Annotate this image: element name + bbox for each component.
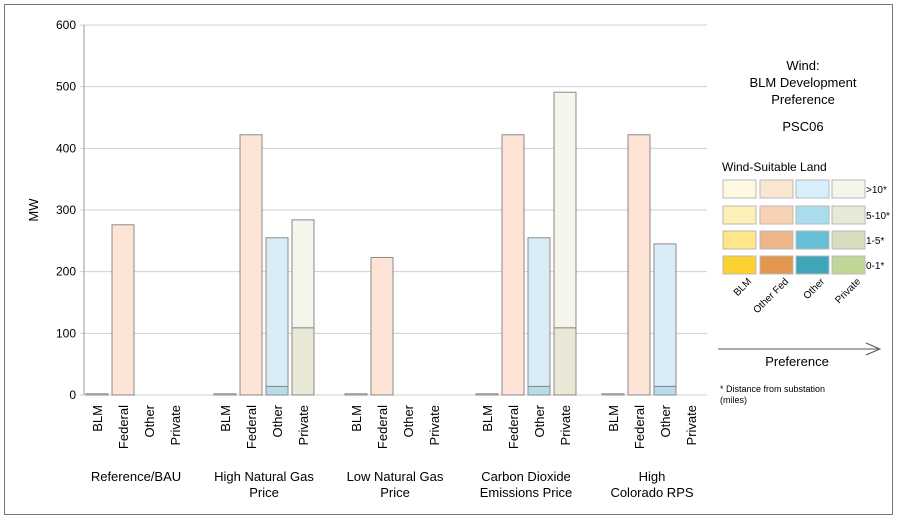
group-label: Emissions Price <box>480 485 572 500</box>
legend-swatch <box>759 255 794 275</box>
bar-segment <box>344 393 368 396</box>
bar-segment <box>265 237 289 387</box>
bar-segment <box>527 385 551 396</box>
bar-segment <box>239 134 263 396</box>
legend-scenario: PSC06 <box>782 119 823 134</box>
legend-swatch <box>722 255 757 275</box>
x-tick-label: BLM <box>606 405 621 432</box>
bar-segment <box>291 219 315 329</box>
legend-axis-label: Preference <box>765 354 829 369</box>
legend-swatch <box>759 205 794 225</box>
x-tick-label: Private <box>168 405 183 445</box>
bar-segment <box>370 256 394 396</box>
group-label: Carbon Dioxide <box>481 469 571 484</box>
legend-swatch <box>831 205 866 225</box>
group-label: High <box>639 469 666 484</box>
legend-arrowhead <box>865 342 882 356</box>
x-tick-label: Federal <box>116 405 131 449</box>
bar-segment <box>213 393 237 396</box>
group-label: Price <box>380 485 410 500</box>
x-tick-label: Other <box>401 404 416 437</box>
x-tick-label: Federal <box>375 405 390 449</box>
y-tick-label: 500 <box>56 80 76 94</box>
y-tick-label: 400 <box>56 141 76 155</box>
x-tick-label: BLM <box>90 405 105 432</box>
legend-swatch <box>795 230 830 250</box>
x-tick-label: Private <box>427 405 442 445</box>
group-label: Colorado RPS <box>610 485 693 500</box>
legend-row-label: 1-5* <box>866 236 884 247</box>
x-tick-label: Other <box>658 404 673 437</box>
bar-segment <box>85 393 109 396</box>
group-label: High Natural Gas <box>214 469 314 484</box>
legend-swatch <box>759 230 794 250</box>
legend-swatch <box>831 179 866 199</box>
legend-swatch <box>831 230 866 250</box>
bar-segment <box>653 243 677 387</box>
group-label: Reference/BAU <box>91 469 181 484</box>
y-tick-label: 600 <box>56 18 76 32</box>
group-label: Low Natural Gas <box>347 469 444 484</box>
legend-swatch <box>759 179 794 199</box>
legend-column-label: BLM <box>732 276 754 298</box>
legend-row-label: 0-1* <box>866 261 884 272</box>
legend-subtitle: Wind-Suitable Land <box>722 160 827 174</box>
x-tick-label: BLM <box>480 405 495 432</box>
legend-row-label: 5-10* <box>866 211 890 222</box>
x-tick-label: BLM <box>349 405 364 432</box>
group-label: Price <box>249 485 279 500</box>
x-tick-label: Federal <box>632 405 647 449</box>
x-tick-label: Other <box>532 404 547 437</box>
x-tick-label: Other <box>142 404 157 437</box>
bar-segment <box>527 237 551 387</box>
bar-segment <box>501 134 525 396</box>
y-tick-label: 100 <box>56 326 76 340</box>
legend-swatch <box>722 230 757 250</box>
y-tick-label: 300 <box>56 203 76 217</box>
x-tick-label: Federal <box>506 405 521 449</box>
legend-footnote: * Distance from substation <box>720 384 825 394</box>
legend-title: Preference <box>771 92 835 107</box>
legend-title: Wind: <box>786 58 819 73</box>
legend-swatch <box>795 205 830 225</box>
legend-swatch <box>795 179 830 199</box>
bar-segment <box>291 327 315 396</box>
x-tick-label: Private <box>684 405 699 445</box>
legend-column-label: Private <box>833 276 863 306</box>
x-tick-label: Private <box>558 405 573 445</box>
y-tick-label: 200 <box>56 265 76 279</box>
legend-swatch <box>795 255 830 275</box>
bar-segment <box>111 224 135 396</box>
x-tick-label: BLM <box>218 405 233 432</box>
legend-footnote: (miles) <box>720 395 747 405</box>
x-tick-label: Private <box>296 405 311 445</box>
legend-swatch <box>722 205 757 225</box>
bar-segment <box>653 385 677 396</box>
legend-swatch <box>831 255 866 275</box>
bar-segment <box>553 327 577 396</box>
legend-column-label: Other <box>802 276 828 302</box>
bar-segment <box>475 393 499 396</box>
x-tick-label: Federal <box>244 405 259 449</box>
legend-row-label: >10* <box>866 185 887 196</box>
legend-column-label: Other Fed <box>752 276 792 316</box>
x-tick-label: Other <box>270 404 285 437</box>
legend-title: BLM Development <box>750 75 857 90</box>
bar-segment <box>265 385 289 396</box>
bar-segment <box>601 393 625 396</box>
bar-segment <box>627 134 651 396</box>
y-axis-title: MW <box>26 198 41 222</box>
legend-swatch <box>722 179 757 199</box>
bar-segment <box>553 91 577 329</box>
y-tick-label: 0 <box>69 388 76 402</box>
